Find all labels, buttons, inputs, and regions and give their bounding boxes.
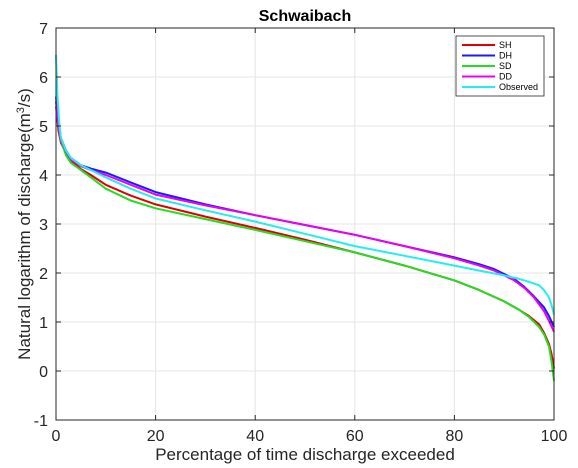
x-tick-label: 0 xyxy=(52,428,61,445)
legend-label-dd: DD xyxy=(499,72,512,82)
y-tick-label: 6 xyxy=(39,70,48,87)
legend-label-sh: SH xyxy=(499,40,512,50)
y-tick-label: 2 xyxy=(39,266,48,283)
x-axis-label: Percentage of time discharge exceeded xyxy=(155,445,455,464)
y-tick-label: 5 xyxy=(39,119,48,136)
y-axis-label-superscript: 3 xyxy=(15,107,27,113)
y-tick-label: 4 xyxy=(39,168,48,185)
y-tick-label: 0 xyxy=(39,364,48,381)
legend-label-dh: DH xyxy=(499,51,512,61)
legend-label-sd: SD xyxy=(499,61,512,71)
y-axis-label-unit: /s) xyxy=(15,88,34,107)
y-tick-label: 3 xyxy=(39,217,48,234)
series-line-observed xyxy=(55,54,555,315)
y-tick-label: 7 xyxy=(39,21,48,38)
y-tick-label: 1 xyxy=(39,315,48,332)
y-axis-label-main: Natural logarithm of discharge(m xyxy=(15,113,34,360)
series-line-sd xyxy=(55,96,555,381)
y-tick-label: -1 xyxy=(34,413,48,430)
x-tick-label: 80 xyxy=(446,428,464,445)
legend-label-observed: Observed xyxy=(499,82,538,92)
x-tick-label: 40 xyxy=(246,428,264,445)
y-axis-label: Natural logarithm of discharge(m3/s) xyxy=(15,88,34,360)
series-line-dd xyxy=(55,96,555,333)
chart-title: Schwaibach xyxy=(259,8,351,25)
series-layer xyxy=(55,54,555,381)
x-tick-label: 100 xyxy=(541,428,568,445)
x-tick-label: 20 xyxy=(147,428,165,445)
x-tick-label: 60 xyxy=(346,428,364,445)
